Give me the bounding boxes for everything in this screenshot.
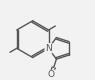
Text: O: O bbox=[48, 70, 55, 79]
Text: N: N bbox=[45, 44, 52, 53]
